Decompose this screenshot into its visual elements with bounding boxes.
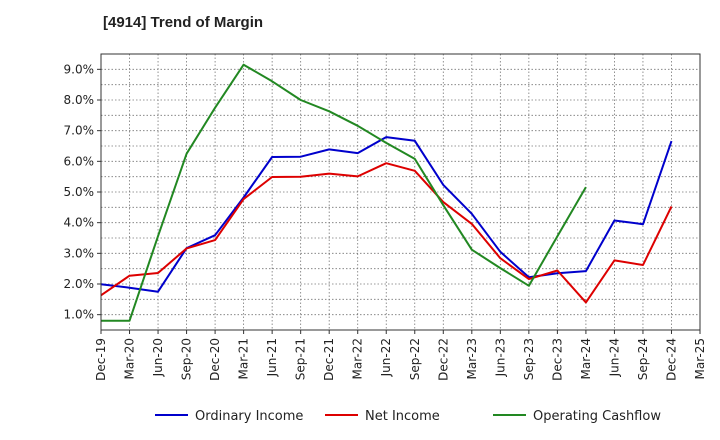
x-tick-label: Mar-24 (579, 338, 593, 379)
y-tick-label: 2.0% (64, 277, 95, 291)
x-tick-label: Dec-23 (550, 338, 564, 381)
x-tick-label: Sep-23 (522, 338, 536, 380)
legend-label-ordinary-income: Ordinary Income (195, 409, 303, 424)
y-tick-label: 4.0% (64, 216, 95, 230)
series-line-ordinary-income (100, 136, 673, 293)
y-tick-label: 6.0% (64, 154, 95, 168)
y-tick-label: 7.0% (64, 124, 95, 138)
x-tick-label: Jun-21 (265, 338, 279, 377)
x-axis-ticks: Dec-19 Mar-20 Jun-20 Sep-20 Dec-20 Mar-21 Jun-… (94, 330, 707, 381)
x-tick-label: Jun-22 (379, 338, 393, 377)
legend: Ordinary Income Net Income Operating Cashf… (155, 409, 661, 424)
x-tick-label: Jun-24 (607, 338, 621, 377)
x-tick-label: Sep-20 (180, 338, 194, 380)
x-tick-label: Mar-21 (237, 338, 251, 379)
legend-label-net-income: Net Income (365, 409, 440, 424)
y-tick-label: 5.0% (64, 185, 95, 199)
chart-title: [4914] Trend of Margin (103, 14, 264, 31)
series-line-operating-cashflow (101, 63, 587, 322)
x-tick-label: Dec-20 (208, 338, 222, 381)
x-tick-label: Dec-19 (94, 338, 108, 381)
legend-label-operating-cashflow: Operating Cashflow (533, 409, 661, 424)
y-tick-label: 9.0% (64, 62, 95, 76)
grid-layer (101, 54, 700, 330)
x-tick-label: Mar-22 (351, 338, 365, 379)
plot-frame (100, 53, 701, 331)
y-tick-label: 8.0% (64, 93, 95, 107)
x-tick-label: Dec-21 (322, 338, 336, 381)
series-line-net-income (100, 162, 673, 304)
y-tick-label: 1.0% (64, 308, 95, 322)
x-tick-label: Sep-21 (294, 338, 308, 380)
x-tick-label: Sep-22 (408, 338, 422, 380)
x-tick-label: Mar-25 (693, 338, 707, 379)
x-tick-label: Jun-20 (151, 338, 165, 377)
x-tick-label: Sep-24 (636, 338, 650, 380)
x-tick-label: Mar-23 (465, 338, 479, 379)
series-layer (100, 63, 673, 322)
y-axis-ticks: 1.0% 2.0% 3.0% 4.0% 5.0% 6.0% 7.0% 8.0% 9.0% (64, 62, 101, 322)
x-tick-label: Mar-20 (123, 338, 137, 379)
x-tick-label: Jun-23 (493, 338, 507, 377)
y-tick-label: 3.0% (64, 246, 95, 260)
x-tick-label: Dec-22 (436, 338, 450, 381)
x-tick-label: Dec-24 (664, 338, 678, 381)
